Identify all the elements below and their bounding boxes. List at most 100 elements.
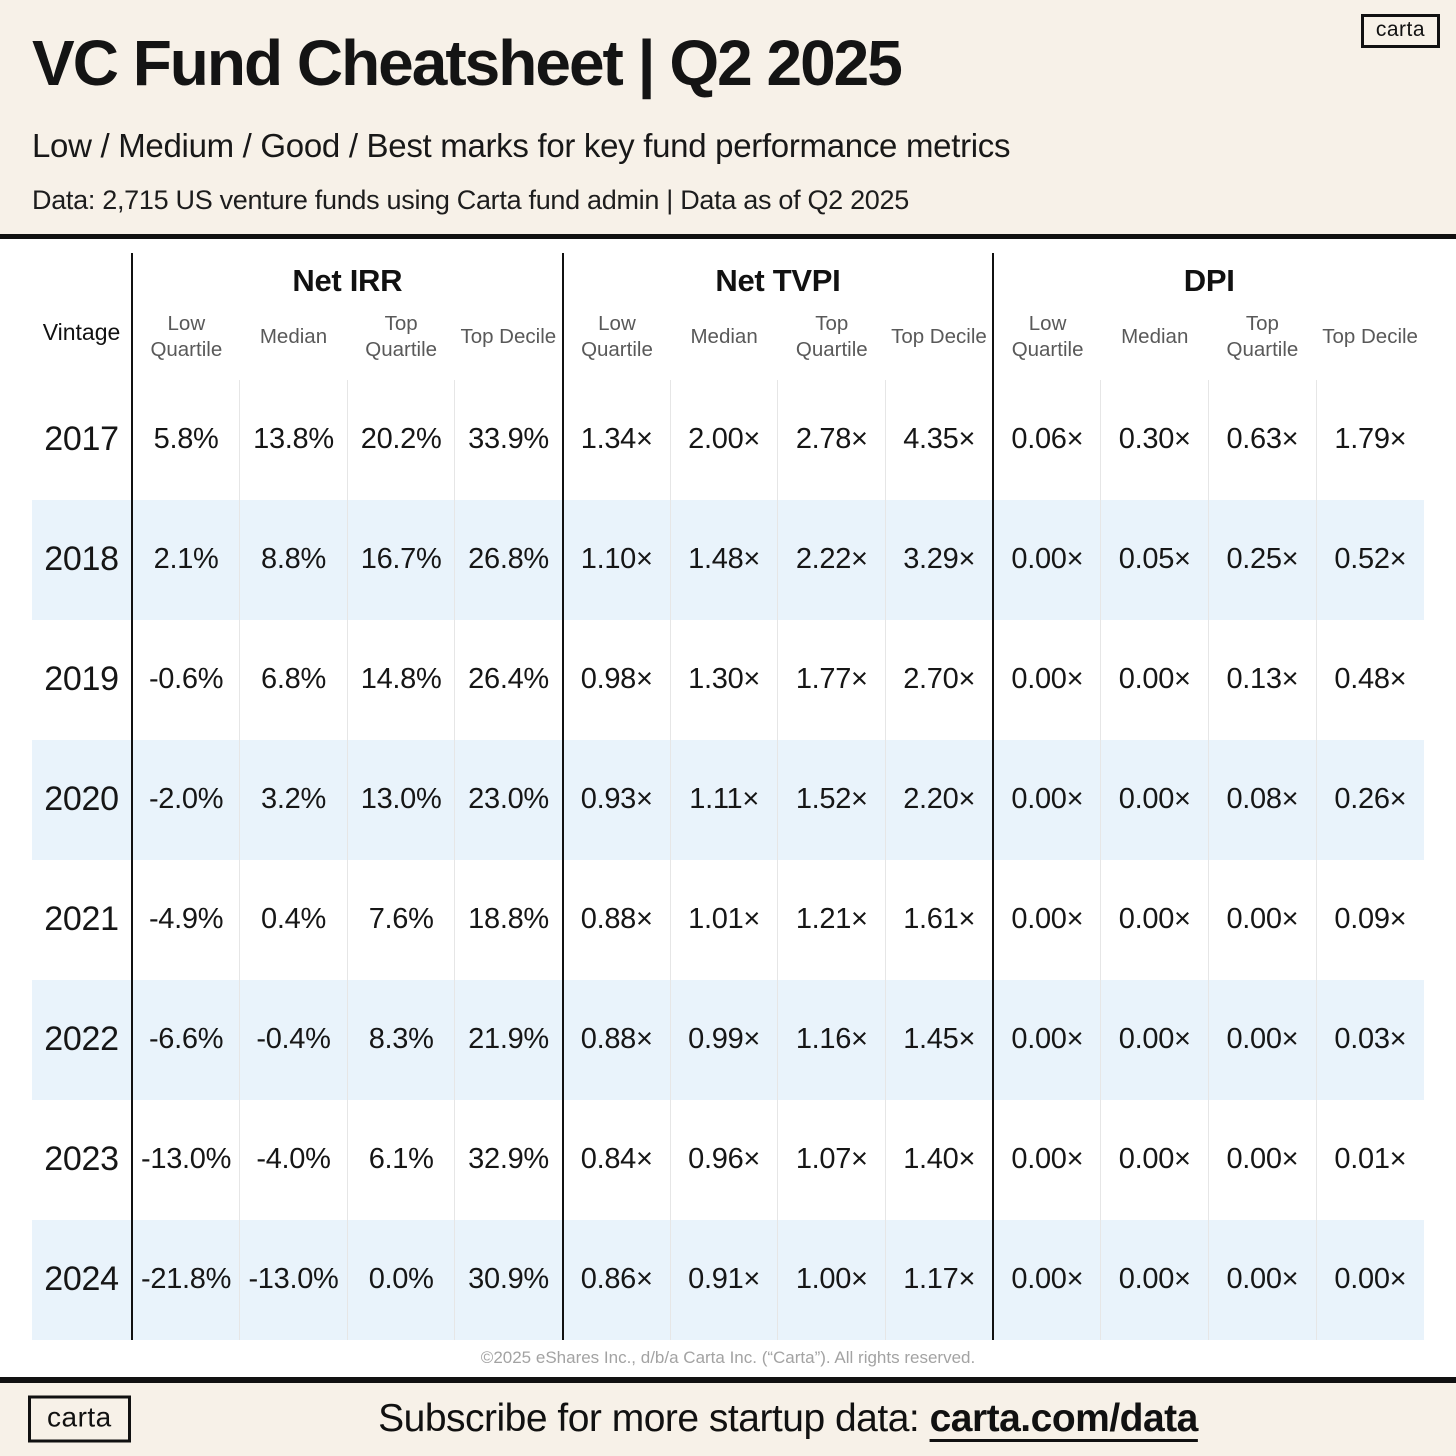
net_irr-low-quartile-cell: -2.0% [131, 739, 240, 860]
vintage-cell: 2017 [44, 420, 119, 459]
net_tvpi-low-quartile-cell: 1.34× [561, 379, 671, 500]
subheader-irr-top-quartile: Top Quartile [365, 312, 438, 362]
net_irr-top-decile-cell: 30.9% [454, 1219, 563, 1340]
dpi-low-quartile-cell: 0.00× [992, 1099, 1101, 1220]
net_irr-top-quartile-cell: 20.2% [346, 379, 455, 500]
table-row: 2024 -21.8% -13.0% 0.0% 30.9% 0.86× 0.91× 1.00×… [32, 1219, 1424, 1340]
net_irr-low-quartile-cell: 5.8% [131, 379, 240, 500]
subheader-irr-median: Median [259, 325, 328, 349]
net_irr-median-cell: 0.4% [239, 859, 348, 980]
net_irr-median-cell: 3.2% [239, 739, 348, 860]
net_tvpi-median-cell: 0.96× [669, 1099, 778, 1220]
dpi-top-decile-cell: 0.48× [1315, 619, 1424, 740]
table-section: Vintage Net IRR Net TVPI DPI Low Quartil… [0, 239, 1456, 1377]
group-header-net-tvpi: Net TVPI [561, 253, 994, 306]
dpi-top-decile-cell: 0.09× [1315, 859, 1424, 980]
net_tvpi-low-quartile-cell: 0.88× [561, 979, 671, 1100]
net_tvpi-top-decile-cell: 1.17× [885, 1219, 994, 1340]
data-source-note: Data: 2,715 US venture funds using Carta… [32, 185, 909, 216]
vintage-cell: 2019 [44, 660, 119, 699]
net_tvpi-low-quartile-cell: 0.84× [561, 1099, 671, 1220]
vintage-cell: 2024 [44, 1260, 119, 1299]
subscribe-link[interactable]: carta.com/data [929, 1397, 1199, 1441]
net_tvpi-top-decile-cell: 1.45× [885, 979, 994, 1100]
dpi-top-decile-cell: 0.01× [1315, 1099, 1424, 1220]
net_tvpi-median-cell: 1.30× [669, 619, 778, 740]
vintage-cell: 2023 [44, 1140, 119, 1179]
net_tvpi-median-cell: 0.91× [669, 1219, 778, 1340]
net_tvpi-top-decile-cell: 1.61× [885, 859, 994, 980]
table-row: 2021 -4.9% 0.4% 7.6% 18.8% 0.88× 1.01× 1.21× 1.6… [32, 859, 1424, 980]
dpi-median-cell: 0.00× [1100, 619, 1209, 740]
net_tvpi-top-quartile-cell: 2.22× [777, 499, 886, 620]
subheader-tvpi-top-quartile: Top Quartile [795, 312, 868, 362]
vintage-cell: 2020 [44, 780, 119, 819]
dpi-median-cell: 0.00× [1100, 1099, 1209, 1220]
net_irr-top-decile-cell: 21.9% [454, 979, 563, 1100]
net_tvpi-top-decile-cell: 4.35× [885, 379, 994, 500]
net_irr-top-decile-cell: 26.4% [454, 619, 563, 740]
vintage-cell: 2018 [44, 540, 119, 579]
copyright-text: ©2025 eShares Inc., d/b/a Carta Inc. (“C… [480, 1347, 976, 1367]
dpi-median-cell: 0.00× [1100, 1219, 1209, 1340]
net_tvpi-top-quartile-cell: 1.77× [777, 619, 886, 740]
net_irr-low-quartile-cell: -6.6% [131, 979, 240, 1100]
dpi-low-quartile-cell: 0.00× [992, 979, 1101, 1100]
dpi-top-quartile-cell: 0.00× [1208, 1099, 1317, 1220]
net_tvpi-top-quartile-cell: 2.78× [777, 379, 886, 500]
net_irr-top-decile-cell: 32.9% [454, 1099, 563, 1220]
net_irr-top-quartile-cell: 7.6% [346, 859, 455, 980]
net_irr-low-quartile-cell: -13.0% [131, 1099, 240, 1220]
subheader-tvpi-median: Median [690, 325, 758, 349]
dpi-top-quartile-cell: 0.00× [1208, 859, 1317, 980]
fund-metrics-table: Vintage Net IRR Net TVPI DPI Low Quartil… [32, 253, 1424, 1340]
table-row: 2018 2.1% 8.8% 16.7% 26.8% 1.10× 1.48× 2.22× 3.2… [32, 499, 1424, 620]
net_tvpi-top-quartile-cell: 1.21× [777, 859, 886, 980]
dpi-low-quartile-cell: 0.00× [992, 859, 1101, 980]
dpi-low-quartile-cell: 0.00× [992, 499, 1101, 620]
subheader-dpi-top-decile: Top Decile [1322, 325, 1418, 349]
net_irr-top-quartile-cell: 8.3% [346, 979, 455, 1100]
net_tvpi-top-quartile-cell: 1.07× [777, 1099, 886, 1220]
subheader-tvpi-low-quartile: Low Quartile [561, 305, 671, 380]
dpi-top-decile-cell: 0.00× [1315, 1219, 1424, 1340]
net_tvpi-top-decile-cell: 1.40× [885, 1099, 994, 1220]
net_irr-median-cell: -13.0% [239, 1219, 348, 1340]
net_irr-top-quartile-cell: 14.8% [346, 619, 455, 740]
subheader-irr-low-quartile: Low Quartile [131, 305, 240, 380]
dpi-top-decile-cell: 0.26× [1315, 739, 1424, 860]
net_irr-low-quartile-cell: 2.1% [131, 499, 240, 620]
table-row: 2017 5.8% 13.8% 20.2% 33.9% 1.34× 2.00× 2.78× 4.… [32, 379, 1424, 500]
net_tvpi-low-quartile-cell: 0.86× [561, 1219, 671, 1340]
net_irr-low-quartile-cell: -4.9% [131, 859, 240, 980]
net_tvpi-low-quartile-cell: 0.88× [561, 859, 671, 980]
net_tvpi-low-quartile-cell: 0.93× [561, 739, 671, 860]
carta-logo-top: carta [1360, 14, 1440, 48]
net_tvpi-median-cell: 1.48× [669, 499, 778, 620]
page-subtitle: Low / Medium / Good / Best marks for key… [32, 127, 1011, 165]
subscribe-prefix: Subscribe for more startup data: [378, 1397, 930, 1441]
net_tvpi-low-quartile-cell: 1.10× [561, 499, 671, 620]
subheader-tvpi-top-decile: Top Decile [891, 325, 987, 349]
net_irr-median-cell: 6.8% [239, 619, 348, 740]
net_tvpi-top-decile-cell: 3.29× [885, 499, 994, 620]
vintage-cell: 2021 [44, 900, 119, 939]
net_tvpi-top-quartile-cell: 1.52× [777, 739, 886, 860]
table-row: 2023 -13.0% -4.0% 6.1% 32.9% 0.84× 0.96× 1.07× 1… [32, 1099, 1424, 1220]
dpi-median-cell: 0.00× [1100, 739, 1209, 860]
net_irr-low-quartile-cell: -21.8% [131, 1219, 240, 1340]
subheader-dpi-median: Median [1121, 325, 1189, 349]
dpi-top-quartile-cell: 0.25× [1208, 499, 1317, 620]
net_tvpi-top-decile-cell: 2.20× [885, 739, 994, 860]
net_tvpi-median-cell: 0.99× [669, 979, 778, 1100]
dpi-top-decile-cell: 0.03× [1315, 979, 1424, 1100]
dpi-top-quartile-cell: 0.63× [1208, 379, 1317, 500]
net_tvpi-median-cell: 1.01× [669, 859, 778, 980]
dpi-low-quartile-cell: 0.00× [992, 739, 1101, 860]
group-header-dpi: DPI [992, 253, 1424, 306]
net_irr-top-decile-cell: 23.0% [454, 739, 563, 860]
subscribe-text: Subscribe for more startup data: carta.c… [378, 1397, 1198, 1441]
table-row: 2022 -6.6% -0.4% 8.3% 21.9% 0.88× 0.99× 1.16× 1.… [32, 979, 1424, 1100]
net_irr-top-quartile-cell: 0.0% [346, 1219, 455, 1340]
dpi-median-cell: 0.00× [1100, 979, 1209, 1100]
